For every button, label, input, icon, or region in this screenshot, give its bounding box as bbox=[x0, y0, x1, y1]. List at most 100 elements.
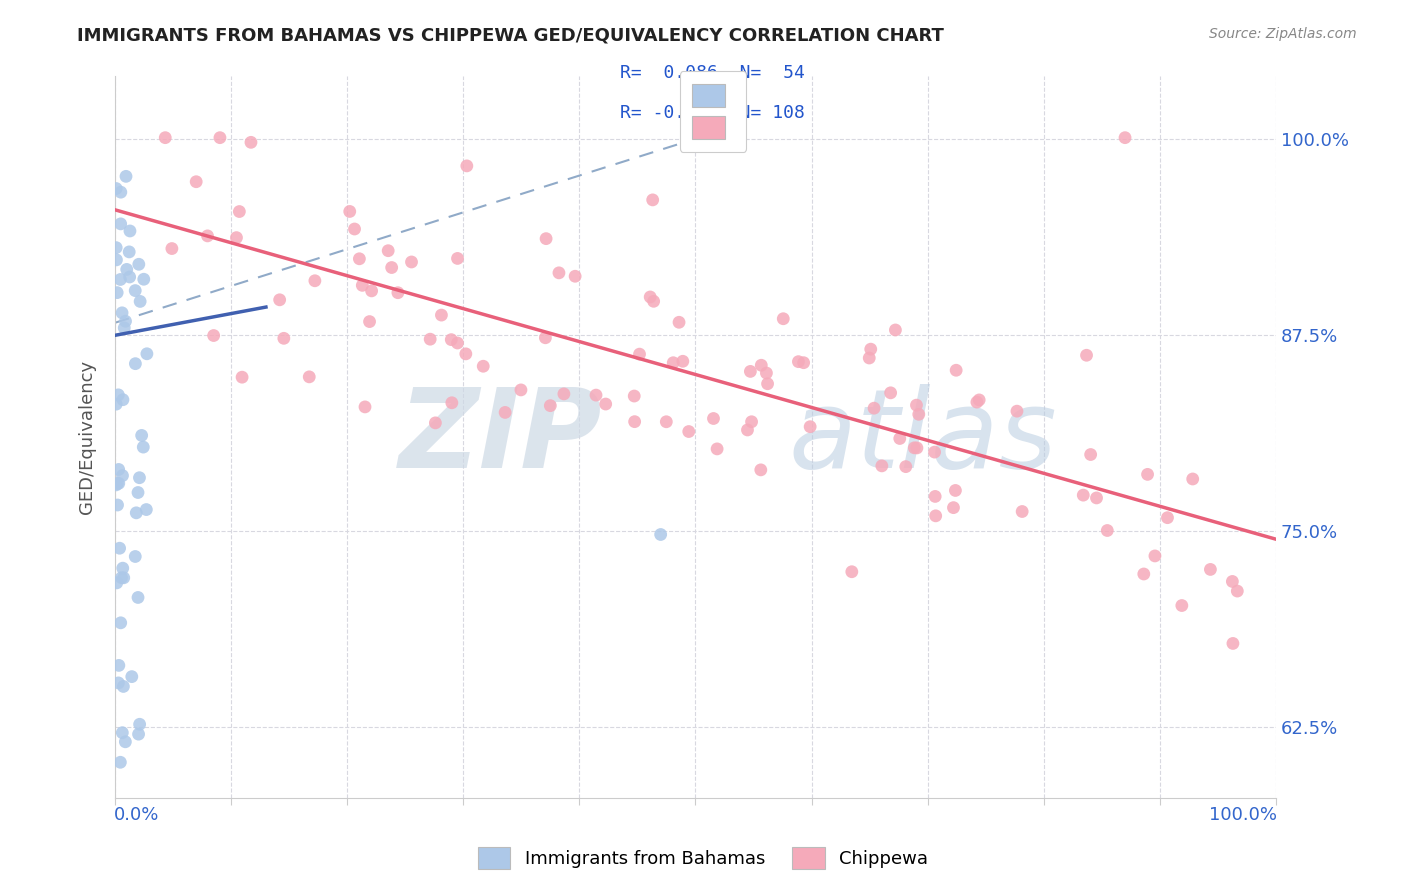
Point bbox=[1181, 472, 1204, 486]
Point bbox=[924, 490, 946, 504]
Point bbox=[124, 357, 146, 371]
Point bbox=[1133, 566, 1156, 581]
Point bbox=[740, 364, 762, 378]
Point bbox=[678, 425, 700, 439]
Point bbox=[446, 336, 468, 351]
Text: R=  0.086  N=  54: R= 0.086 N= 54 bbox=[620, 64, 806, 82]
Point bbox=[419, 332, 441, 346]
Point bbox=[197, 228, 219, 243]
Point bbox=[352, 278, 374, 293]
Point bbox=[110, 217, 132, 231]
Point bbox=[127, 485, 149, 500]
Point bbox=[160, 242, 183, 256]
Point bbox=[641, 193, 664, 207]
Point bbox=[273, 331, 295, 345]
Point bbox=[129, 294, 152, 309]
Point bbox=[108, 541, 131, 556]
Legend: Immigrants from Bahamas, Chippewa: Immigrants from Bahamas, Chippewa bbox=[468, 838, 938, 879]
Point bbox=[377, 244, 399, 258]
Point bbox=[456, 159, 478, 173]
Point bbox=[359, 315, 381, 329]
Point bbox=[446, 252, 468, 266]
Point bbox=[354, 400, 377, 414]
Point bbox=[111, 392, 134, 407]
Point bbox=[112, 680, 135, 694]
Point bbox=[942, 500, 965, 515]
Point bbox=[967, 392, 990, 407]
Point bbox=[907, 407, 929, 421]
Point bbox=[425, 416, 447, 430]
Y-axis label: GED/Equivalency: GED/Equivalency bbox=[79, 360, 96, 515]
Point bbox=[494, 405, 516, 419]
Point bbox=[135, 502, 157, 516]
Point bbox=[155, 130, 177, 145]
Point bbox=[1143, 549, 1166, 563]
Point bbox=[945, 363, 967, 377]
Point bbox=[884, 323, 907, 337]
Point bbox=[1199, 562, 1222, 576]
Point bbox=[1226, 584, 1249, 599]
Point bbox=[755, 366, 778, 380]
Point bbox=[903, 441, 925, 455]
Point bbox=[706, 442, 728, 456]
Point bbox=[128, 727, 150, 741]
Text: R= -0.523  N= 108: R= -0.523 N= 108 bbox=[620, 104, 806, 122]
Point bbox=[623, 389, 645, 403]
Point bbox=[628, 347, 651, 361]
Point bbox=[945, 483, 967, 498]
Point bbox=[1076, 348, 1098, 362]
Point bbox=[548, 266, 571, 280]
Point bbox=[107, 462, 129, 476]
Point bbox=[381, 260, 404, 275]
Point bbox=[304, 274, 326, 288]
Point bbox=[799, 419, 821, 434]
Point bbox=[585, 388, 607, 402]
Point bbox=[105, 241, 128, 255]
Point bbox=[889, 432, 911, 446]
Point bbox=[1136, 467, 1159, 482]
Point bbox=[623, 415, 645, 429]
Point bbox=[121, 670, 143, 684]
Point bbox=[387, 285, 409, 300]
Point bbox=[107, 676, 129, 690]
Point bbox=[472, 359, 495, 374]
Point bbox=[1222, 574, 1244, 589]
Point bbox=[1222, 636, 1244, 650]
Text: Source: ZipAtlas.com: Source: ZipAtlas.com bbox=[1209, 27, 1357, 41]
Point bbox=[228, 204, 250, 219]
Point bbox=[110, 756, 132, 770]
Point bbox=[894, 459, 917, 474]
Point bbox=[787, 354, 810, 368]
Point bbox=[132, 440, 155, 454]
Point bbox=[127, 591, 149, 605]
Point bbox=[115, 169, 138, 184]
Point bbox=[643, 294, 665, 309]
Point bbox=[905, 441, 928, 455]
Point bbox=[737, 423, 759, 437]
Point bbox=[756, 376, 779, 391]
Point bbox=[128, 257, 150, 271]
Point bbox=[115, 262, 138, 277]
Point bbox=[111, 306, 134, 320]
Point bbox=[114, 314, 136, 328]
Point bbox=[339, 204, 361, 219]
Point bbox=[430, 308, 453, 322]
Point bbox=[1114, 130, 1136, 145]
Point bbox=[668, 315, 690, 329]
Point bbox=[124, 284, 146, 298]
Point bbox=[118, 224, 141, 238]
Text: ZIP: ZIP bbox=[399, 384, 603, 491]
Point bbox=[924, 445, 946, 459]
Point bbox=[534, 331, 557, 345]
Point bbox=[186, 175, 208, 189]
Point bbox=[135, 347, 157, 361]
Point bbox=[859, 342, 882, 356]
Point bbox=[1005, 404, 1028, 418]
Point bbox=[208, 130, 231, 145]
Point bbox=[225, 230, 247, 244]
Point bbox=[793, 356, 815, 370]
Point bbox=[841, 565, 863, 579]
Point bbox=[343, 222, 366, 236]
Point bbox=[1156, 510, 1178, 524]
Point bbox=[107, 476, 129, 491]
